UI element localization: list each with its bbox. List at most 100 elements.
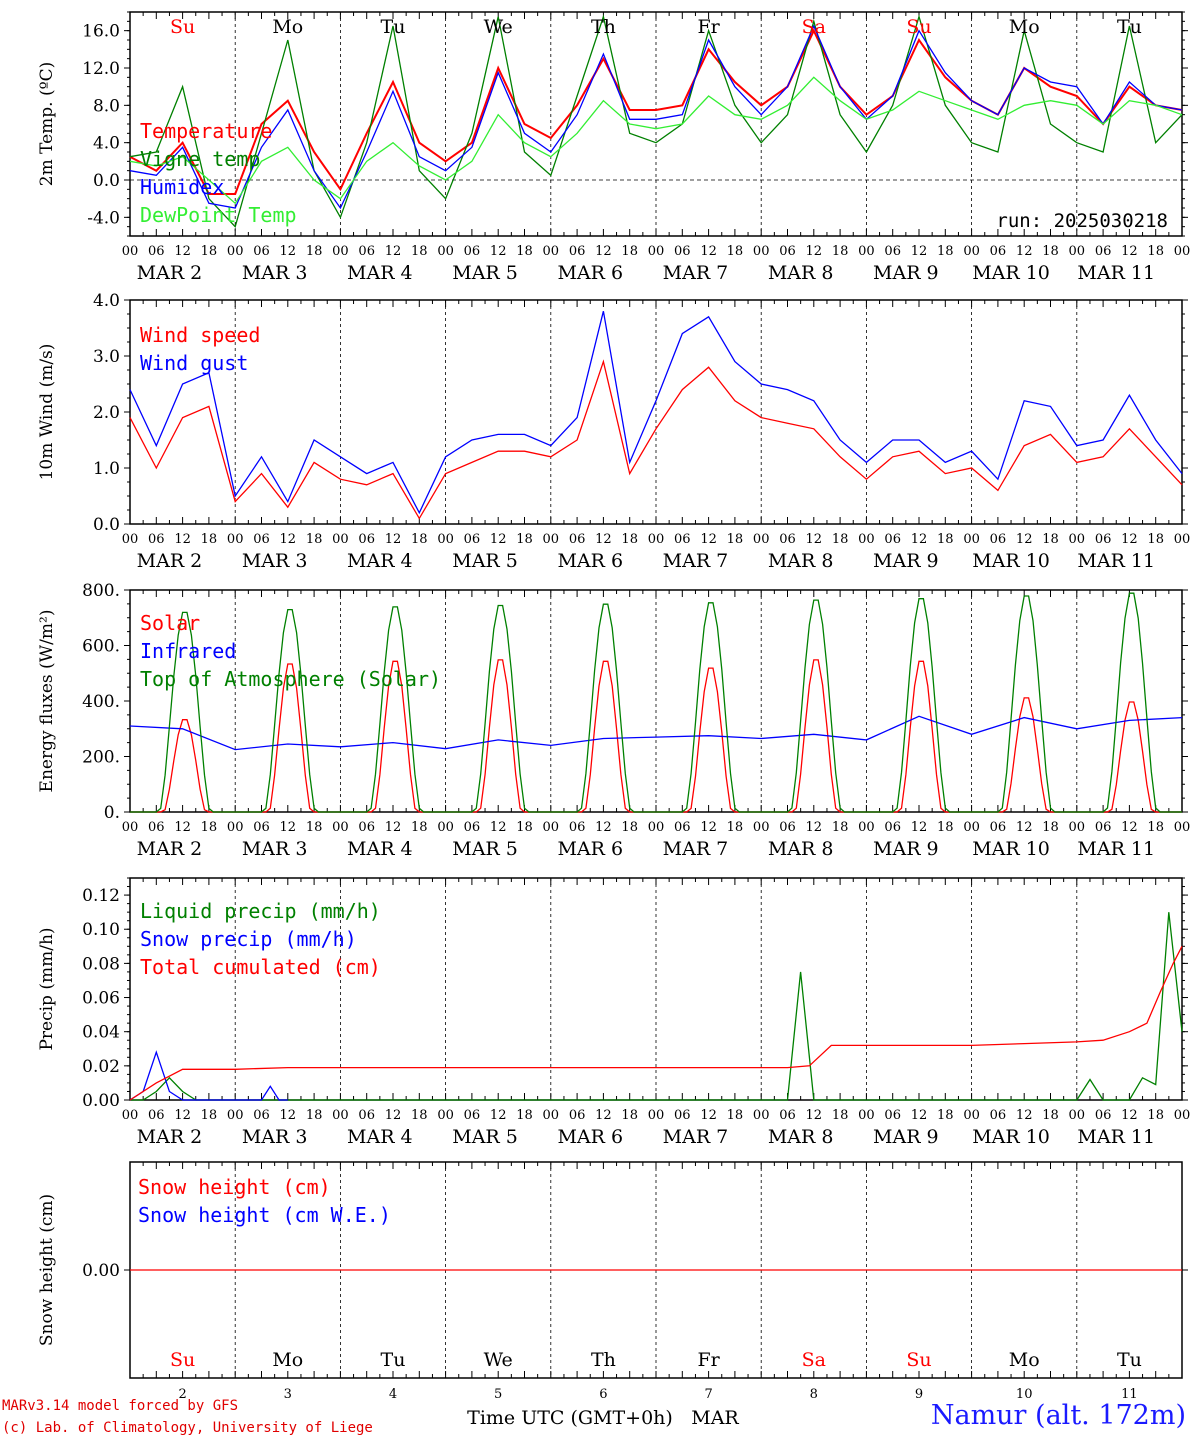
lab-credit: (c) Lab. of Climatology, University of L… — [2, 1420, 373, 1436]
hour-tick-label: 18 — [306, 820, 323, 835]
hour-tick-label: 06 — [464, 244, 481, 259]
model-credit: MARv3.14 model forced by GFS — [2, 1398, 239, 1414]
hour-tick-label: 12 — [490, 532, 507, 547]
hour-tick-label: 18 — [832, 244, 849, 259]
hour-tick-label: 06 — [990, 1108, 1007, 1123]
hour-tick-label: 18 — [1042, 820, 1059, 835]
y-tick-label: 4.0 — [93, 291, 120, 311]
hour-tick-label: 06 — [884, 532, 901, 547]
hour-tick-label: 12 — [280, 244, 297, 259]
weekday-label: Tu — [1117, 1349, 1142, 1371]
hour-tick-label: 00 — [122, 244, 139, 259]
hour-tick-label: 12 — [595, 820, 612, 835]
series-line-liquid-precip-mm-h- — [130, 912, 1183, 1101]
hour-tick-label: 18 — [621, 820, 638, 835]
date-label: MAR 4 — [347, 838, 413, 860]
date-label: MAR 5 — [452, 1126, 518, 1148]
date-label: MAR 5 — [452, 550, 518, 572]
hour-tick-label: 18 — [306, 1108, 323, 1123]
day-number-label: 2 — [178, 1387, 186, 1402]
hour-tick-label: 00 — [437, 1108, 454, 1123]
legend-entry: Vigne temp — [140, 147, 260, 171]
date-label: MAR 11 — [1077, 838, 1155, 860]
hour-tick-label: 12 — [280, 1108, 297, 1123]
hour-tick-label: 06 — [990, 820, 1007, 835]
hour-tick-label: 06 — [884, 244, 901, 259]
hour-tick-label: 00 — [1069, 1108, 1086, 1123]
series-line-infrared — [129, 715, 1183, 751]
legend-entry: Liquid precip (mm/h) — [140, 899, 381, 923]
y-axis-label: Precip (mm/h) — [37, 927, 57, 1050]
date-label: MAR 3 — [242, 262, 308, 284]
date-label: MAR 11 — [1077, 262, 1155, 284]
y-tick-label: 0.00 — [82, 1261, 120, 1281]
weekday-label: Fr — [697, 1349, 720, 1371]
hour-tick-label: 00 — [753, 244, 770, 259]
y-tick-label: 2.0 — [93, 403, 120, 423]
y-tick-label: 16.0 — [82, 22, 120, 42]
day-number-label: 7 — [704, 1387, 712, 1402]
hour-tick-label: 06 — [1095, 244, 1112, 259]
date-label: MAR 4 — [347, 262, 413, 284]
hour-tick-label: 12 — [1121, 820, 1138, 835]
day-number-label: 10 — [1016, 1387, 1033, 1402]
hour-tick-label: 00 — [122, 820, 139, 835]
hour-tick-label: 00 — [858, 820, 875, 835]
hour-tick-label: 00 — [437, 532, 454, 547]
hour-tick-label: 06 — [569, 820, 586, 835]
hour-tick-label: 00 — [332, 244, 349, 259]
y-tick-label: 0.10 — [82, 920, 120, 940]
hour-tick-label: 06 — [358, 820, 375, 835]
hour-tick-label: 18 — [621, 1108, 638, 1123]
hour-tick-label: 18 — [411, 820, 428, 835]
hour-tick-label: 00 — [122, 1108, 139, 1123]
hour-tick-label: 00 — [122, 532, 139, 547]
hour-tick-label: 06 — [148, 1108, 165, 1123]
hour-tick-label: 00 — [332, 1108, 349, 1123]
series-line-total-cumulated-cm- — [129, 946, 1183, 1101]
hour-tick-label: 06 — [358, 244, 375, 259]
weekday-label: Mo — [272, 1349, 303, 1371]
date-label: MAR 9 — [873, 1126, 939, 1148]
series-line-dewpoint-temp — [129, 76, 1183, 205]
weekday-label: Th — [591, 16, 616, 38]
date-label: MAR 6 — [557, 262, 623, 284]
hour-tick-label: 06 — [674, 820, 691, 835]
date-label: MAR 3 — [242, 550, 308, 572]
y-tick-label: 1.0 — [93, 459, 120, 479]
hour-tick-label: 12 — [700, 244, 717, 259]
hour-tick-label: 00 — [963, 532, 980, 547]
hour-tick-label: 18 — [411, 244, 428, 259]
date-label: MAR 6 — [557, 838, 623, 860]
hour-tick-label: 00 — [1174, 532, 1191, 547]
hour-tick-label: 06 — [1095, 1108, 1112, 1123]
hour-tick-label: 12 — [385, 532, 402, 547]
series-line-wind-speed — [129, 359, 1183, 520]
day-number-label: 6 — [599, 1387, 607, 1402]
panel-frame — [129, 299, 1183, 525]
hour-tick-label: 06 — [464, 532, 481, 547]
day-number-label: 11 — [1121, 1387, 1138, 1402]
series-line-humidex — [129, 24, 1183, 210]
hour-tick-label: 12 — [385, 820, 402, 835]
weekday-label: We — [484, 1349, 513, 1371]
hour-tick-label: 06 — [148, 820, 165, 835]
hour-tick-label: 18 — [201, 532, 218, 547]
series-line-snow-precip-mm-h- — [129, 1050, 288, 1101]
hour-tick-label: 12 — [1016, 532, 1033, 547]
hour-tick-label: 00 — [1174, 244, 1191, 259]
hour-tick-label: 18 — [1147, 1108, 1164, 1123]
hour-tick-label: 06 — [884, 1108, 901, 1123]
hour-tick-label: 06 — [569, 532, 586, 547]
y-tick-label: 3.0 — [93, 347, 120, 367]
hour-tick-label: 12 — [911, 532, 928, 547]
hour-tick-label: 06 — [253, 244, 270, 259]
hour-tick-label: 12 — [174, 820, 191, 835]
hour-tick-label: 06 — [674, 1108, 691, 1123]
hour-tick-label: 00 — [963, 1108, 980, 1123]
day-number-label: 9 — [915, 1387, 923, 1402]
hour-tick-label: 12 — [1016, 820, 1033, 835]
hour-tick-label: 00 — [648, 820, 665, 835]
date-label: MAR 8 — [768, 262, 834, 284]
hour-tick-label: 18 — [1042, 532, 1059, 547]
